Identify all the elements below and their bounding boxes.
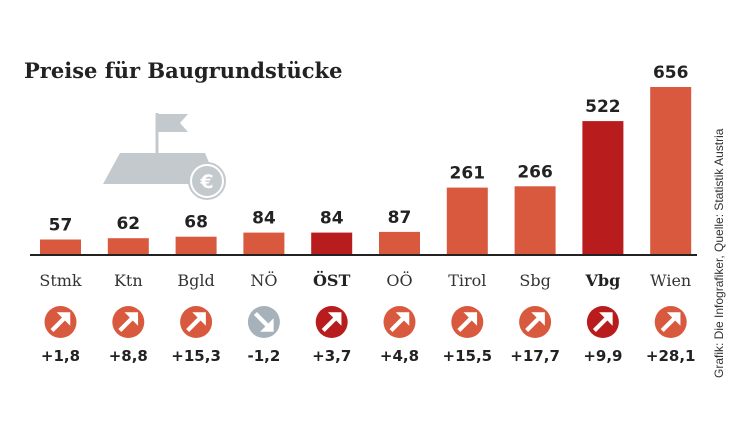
value-label-vbg: 522 (585, 97, 621, 117)
flag-icon (158, 114, 188, 132)
chart-title: Preise für Baugrundstücke (24, 58, 342, 83)
bar-stmk (40, 239, 81, 254)
change-label-sbg: +17,7 (510, 347, 560, 365)
arrow-head (599, 312, 613, 326)
category-label-vbg: Vbg (585, 271, 621, 290)
value-label-ooe: 87 (388, 208, 412, 228)
source-note: Grafik: Die Infografiker, Quelle: Statis… (712, 128, 726, 378)
change-label-ooe: +4,8 (380, 347, 419, 365)
category-label-tirol: Tirol (448, 271, 486, 290)
arrow-head (327, 312, 342, 326)
value-label-wien: 656 (653, 63, 689, 83)
change-label-bgld: +15,3 (171, 347, 221, 365)
value-label-sbg: 266 (517, 162, 553, 182)
value-label-stmk: 57 (49, 216, 73, 236)
category-label-sbg: Sbg (519, 271, 550, 290)
arrow-up-right-icon (44, 306, 77, 338)
arrow-up-right-icon (586, 306, 619, 338)
bar-ktn (107, 238, 149, 254)
category-labels: Stmk Ktn Bgld NÖ ÖST OÖ Tirol Sbg Vbg Wien (39, 270, 691, 290)
change-label-tirol: +15,5 (443, 347, 493, 365)
arrow-head (666, 312, 681, 326)
arrow-up-right-icon (519, 306, 552, 338)
bar-bgld (175, 236, 217, 254)
change-label-noe: -1,2 (247, 347, 280, 365)
arrow-up-right-icon (180, 306, 213, 338)
arrow-head (395, 312, 410, 326)
value-label-tirol: 261 (450, 164, 486, 184)
arrow-head (56, 312, 71, 326)
euro-coin-face (192, 166, 222, 196)
change-label-stmk: +1,8 (41, 347, 80, 365)
arrow-up-right-icon (112, 306, 145, 338)
value-label-ktn: 62 (116, 214, 140, 234)
bar-wien (650, 87, 692, 254)
category-label-oest: ÖST (313, 270, 350, 290)
arrow-head (463, 312, 478, 326)
bars-layer: 57 62 68 84 84 87 261 266 522 656 (40, 63, 692, 254)
arrow-head (192, 312, 206, 326)
arrow-down-right-icon (247, 306, 280, 338)
bar-noe (243, 232, 285, 254)
change-label-vbg: +9,9 (583, 347, 622, 365)
arrow-up-right-icon (654, 306, 687, 338)
euro-symbol: € (199, 171, 213, 193)
arrow-head (124, 312, 139, 326)
category-label-wien: Wien (650, 271, 691, 290)
arrow-head (531, 312, 545, 326)
arrow-up-right-icon (315, 306, 348, 338)
arrow-up-right-icon (451, 306, 484, 338)
bar-ooe (379, 231, 420, 254)
category-label-stmk: Stmk (39, 271, 82, 290)
change-indicators: +1,8 +8,8 +15,3 -1,2 +3,7 +4,8 +15,5 +17,7 +9,9 +… (41, 306, 696, 365)
category-label-ktn: Ktn (114, 271, 143, 290)
value-label-noe: 84 (252, 209, 276, 229)
value-label-oest: 84 (320, 209, 344, 229)
arrow-up-right-icon (383, 306, 416, 338)
category-label-noe: NÖ (250, 270, 277, 290)
category-label-ooe: OÖ (386, 270, 412, 290)
change-label-wien: +28,1 (646, 347, 696, 365)
value-label-bgld: 68 (184, 213, 208, 233)
category-label-bgld: Bgld (177, 271, 214, 290)
bar-sbg (514, 186, 556, 254)
land-plot-illustration: € (103, 113, 226, 200)
arrow-head (260, 318, 274, 332)
bar-vbg (582, 121, 624, 254)
change-label-ktn: +8,8 (109, 347, 148, 365)
bar-oest (311, 232, 353, 254)
change-label-oest: +3,7 (312, 347, 351, 365)
bar-tirol (446, 187, 488, 254)
